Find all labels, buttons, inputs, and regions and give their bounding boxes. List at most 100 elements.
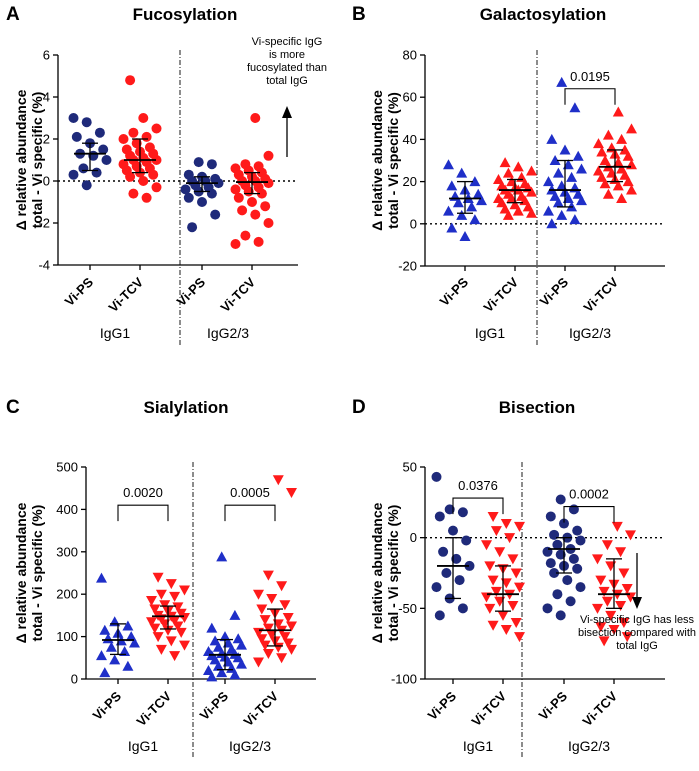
chart-d-data-point [608, 625, 620, 636]
chart-d-data-point [464, 560, 475, 571]
chart-a-panel-letter: A [6, 4, 20, 25]
chart-b-data-point [556, 209, 568, 220]
chart-b-data-point [556, 76, 568, 87]
chart-c-data-point [152, 572, 164, 583]
chart-d-data-point [441, 568, 452, 578]
chart-d-group-label: IgG1 [463, 738, 494, 754]
chart-d-arrow-down-icon [632, 597, 642, 609]
chart-b-data-point [576, 163, 587, 174]
chart-a-data-point [233, 192, 244, 203]
chart-a-data-point [141, 131, 152, 142]
chart-d-data-point [514, 582, 525, 593]
chart-d-data-point [504, 533, 516, 544]
chart-d-data-point [431, 582, 442, 593]
chart-d-data-point [431, 471, 442, 482]
chart-d-data-point [510, 568, 522, 579]
chart-c-data-point [262, 623, 274, 634]
chart-d-data-point [598, 636, 610, 647]
chart-b-data-point [543, 176, 554, 187]
chart-c-category-label: Vi-PS [197, 688, 232, 723]
chart-b-data-point [626, 184, 637, 195]
chart-c-data-point [206, 622, 218, 633]
chart-c-data-point [169, 591, 181, 602]
chart-a-data-point [250, 113, 261, 123]
chart-a-group-label: IgG2/3 [207, 325, 249, 341]
chart-c-data-point [162, 625, 174, 636]
chart-a-data-point [138, 176, 149, 186]
chart-a-data-point [151, 123, 162, 134]
chart-c-data-point [155, 644, 167, 655]
chart-b-y-tick-label: 60 [403, 90, 417, 105]
chart-d-data-point [625, 530, 636, 541]
chart-a-category-label: Vi-PS [62, 274, 97, 309]
chart-c-data-point [279, 632, 291, 643]
chart-c-category-label: Vi-TCV [241, 688, 282, 729]
chart-a-y-tick-label: 6 [43, 48, 50, 63]
chart-b-category-label: Vi-TCV [481, 274, 522, 315]
chart-c-data-point [216, 551, 228, 562]
chart-b-data-point [512, 161, 524, 172]
chart-a-ylabel-line: total - Vi specific (%) [29, 92, 45, 229]
chart-d-data-point [572, 525, 583, 536]
chart-d-data-point [555, 610, 566, 621]
chart-c-data-point [282, 638, 294, 649]
chart-a-y-tick-label: 2 [43, 132, 50, 147]
chart-b-data-point [602, 129, 614, 140]
chart-c-data-point [206, 671, 218, 682]
chart-b-data-point [446, 180, 458, 191]
chart-b-p-value: 0.0195 [570, 69, 610, 84]
chart-c-p-value: 0.0005 [230, 485, 270, 500]
chart-b-data-point [576, 195, 587, 206]
chart-d-data-point [484, 603, 496, 614]
chart-c-data-point [253, 657, 264, 668]
chart-d-data-point [559, 518, 569, 529]
chart-c-data-point [149, 623, 161, 634]
chart-b-category-label: Vi-TCV [581, 274, 622, 315]
chart-d-data-point [434, 511, 445, 522]
chart-d-data-point [510, 617, 522, 628]
chart-a-data-point [148, 169, 159, 180]
chart-a-data-point [94, 127, 105, 138]
chart-a-data-point [183, 192, 194, 203]
chart-c-data-point [279, 600, 291, 611]
chart-c-y-tick-label: 0 [71, 672, 78, 687]
chart-c-data-point [152, 632, 164, 643]
chart-a-data-point [230, 239, 241, 249]
chart-c-data-point [122, 660, 134, 671]
chart-d-annotation-line: total IgG [616, 640, 658, 652]
chart-a-y-tick-label: 4 [43, 90, 50, 105]
chart-b-group-label: IgG2/3 [569, 325, 611, 341]
chart-b-data-point [626, 123, 637, 134]
chart-c-panel-letter: C [6, 397, 20, 418]
chart-b-data-point [593, 138, 604, 149]
chart-b-data-point [616, 133, 628, 144]
chart-c-y-tick-label: 500 [56, 460, 78, 475]
chart-a-data-point [128, 188, 139, 199]
chart-a-data-point [210, 209, 221, 220]
chart-c-data-point [179, 640, 190, 651]
chart-d-data-point [507, 601, 519, 612]
chart-d-data-point [555, 494, 566, 505]
chart-d-p-value: 0.0376 [458, 478, 498, 493]
chart-a-data-point [125, 171, 136, 182]
chart-c-data-point [105, 641, 117, 652]
chart-d-data-point [454, 575, 465, 586]
chart-a-y-tick-label: 0 [43, 174, 50, 189]
chart-a-data-point [206, 159, 217, 170]
chart-b-data-point [616, 192, 628, 203]
chart-d-data-point [487, 575, 499, 586]
chart-b-ylabel-line: total - Vi specific (%) [385, 92, 401, 229]
chart-b-data-point [452, 197, 464, 208]
chart-d-data-point [500, 625, 512, 636]
chart-a-annotation-line: is more [269, 49, 305, 61]
chart-d-data-point [444, 504, 455, 515]
chart-d-data-point [572, 563, 583, 574]
chart-d-data-point [490, 586, 502, 597]
chart-c-ylabel-line: total - Vi specific (%) [29, 505, 45, 642]
chart-d-category-label: Vi-PS [425, 688, 460, 723]
chart-b-group-label: IgG1 [475, 325, 506, 341]
chart-c-data-point [256, 634, 268, 645]
chart-c-data-point [119, 645, 131, 656]
chart-d-data-point [601, 540, 613, 551]
chart-a-data-point [81, 117, 92, 128]
